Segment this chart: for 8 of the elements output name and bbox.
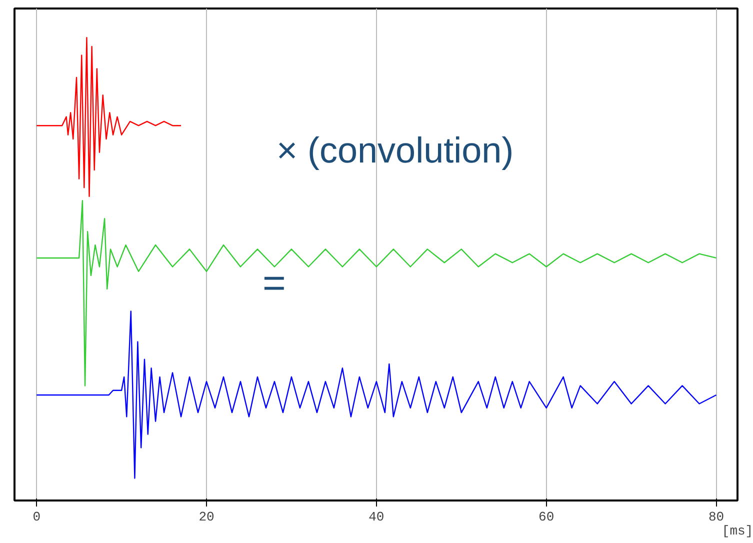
x-tick-label: 80 <box>708 510 724 524</box>
x-axis-title: [ms] <box>722 524 753 538</box>
x-tick-label: 60 <box>538 510 554 524</box>
annotation: = <box>262 262 286 306</box>
annotation: × (convolution) <box>276 130 514 170</box>
x-tick-label: 40 <box>368 510 384 524</box>
x-tick-label: 0 <box>32 510 40 524</box>
x-tick-label: 20 <box>198 510 214 524</box>
